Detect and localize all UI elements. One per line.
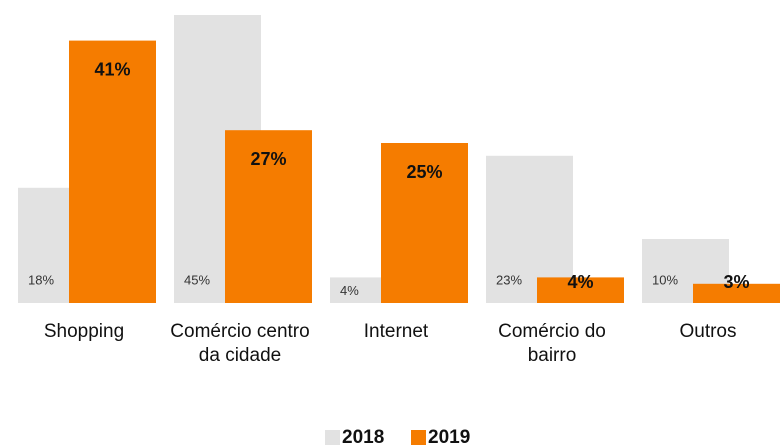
x-tick-label: Internet — [363, 321, 429, 342]
data-label: 18% — [28, 272, 54, 287]
data-label: 45% — [184, 272, 210, 287]
legend-label: 2019 — [428, 427, 470, 448]
data-label: 4% — [340, 283, 359, 298]
x-tick-label: Comércio centro da cidade — [170, 321, 310, 366]
x-tick-label: Shopping — [43, 321, 125, 342]
legend-label: 2018 — [342, 427, 384, 448]
data-label: 23% — [496, 272, 522, 287]
x-tick-label: Comércio do bairro — [498, 321, 606, 366]
x-tick-label: Outros — [679, 321, 737, 342]
bar — [381, 143, 468, 303]
data-label: 10% — [652, 272, 678, 287]
data-label: 3% — [723, 272, 749, 292]
legend-swatch — [325, 430, 340, 445]
bar — [693, 283, 780, 303]
data-label: 4% — [567, 272, 593, 292]
bar — [537, 277, 624, 303]
legend-swatch — [411, 430, 426, 445]
data-label: 41% — [94, 59, 130, 79]
data-label: 27% — [250, 149, 286, 169]
bar — [225, 130, 312, 303]
data-label: 25% — [406, 162, 442, 182]
bar — [69, 40, 156, 303]
